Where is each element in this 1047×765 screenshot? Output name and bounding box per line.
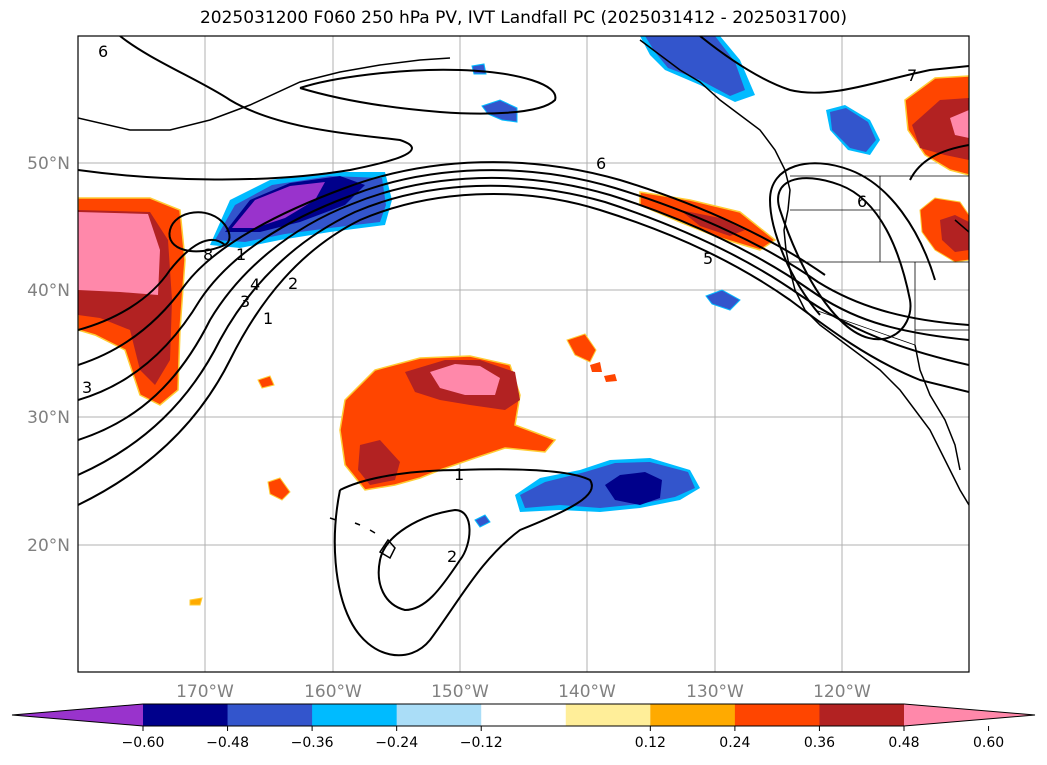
contour-label: 2 xyxy=(288,274,298,293)
colorbar-tick-label: 0.60 xyxy=(973,735,1004,751)
contour-label: 1 xyxy=(263,309,273,328)
lon-label-170w: 170°W xyxy=(176,682,234,702)
lon-label-160w: 160°W xyxy=(304,682,362,702)
contour-label: 3 xyxy=(82,378,92,397)
contour-label: 7 xyxy=(907,66,917,85)
colorbar-segment xyxy=(396,704,482,726)
colorbar-tick-label: −0.24 xyxy=(375,735,418,751)
colorbar-tick-label: −0.60 xyxy=(122,735,165,751)
lon-label-140w: 140°W xyxy=(558,682,616,702)
colorbar-extend-max xyxy=(904,704,1035,726)
contour-label: 4 xyxy=(250,275,260,294)
contour-label: 1 xyxy=(236,245,246,264)
shaded-regions xyxy=(78,36,969,606)
colorbar-tick-label: −0.48 xyxy=(206,735,249,751)
colorbar-extend-min xyxy=(12,704,143,726)
lat-axis-labels: 50°N 40°N 30°N 20°N xyxy=(27,154,70,556)
colorbar-tick-label: −0.12 xyxy=(460,735,503,751)
lat-label-50: 50°N xyxy=(27,154,70,174)
lat-label-30: 30°N xyxy=(27,408,70,428)
colorbar-segment xyxy=(819,704,905,726)
contour-label: 1 xyxy=(454,465,464,484)
lon-label-120w: 120°W xyxy=(813,682,871,702)
colorbar-tick-label: 0.12 xyxy=(635,735,666,751)
colorbar-segment xyxy=(481,704,567,726)
pv-contours xyxy=(78,36,969,657)
colorbar-tick-label: 0.48 xyxy=(888,735,919,751)
colorbar-segment xyxy=(143,704,229,726)
contour-label: 2 xyxy=(447,547,457,566)
contour-label: 8 xyxy=(203,245,213,264)
contour-label: 6 xyxy=(857,192,867,211)
contour-label: 6 xyxy=(98,42,108,61)
map-title: 2025031200 F060 250 hPa PV, IVT Landfall… xyxy=(199,8,847,28)
contour-label: 3 xyxy=(240,292,250,311)
colorbar-tick-label: 0.36 xyxy=(804,735,835,751)
colorbar-segment xyxy=(565,704,651,726)
colorbar-segment xyxy=(734,704,820,726)
lon-label-130w: 130°W xyxy=(686,682,744,702)
contour-label: 6 xyxy=(596,154,606,173)
colorbar-tick-label: 0.24 xyxy=(719,735,750,751)
colorbar: −0.60 −0.48 −0.36 −0.24 −0.12 0.12 0.24 0.36 0.4… xyxy=(11,703,1036,751)
contour-label: 5 xyxy=(703,249,713,268)
pv-contour-labels: 6 6 7 6 5 1 2 3 4 8 1 3 1 2 xyxy=(82,42,917,566)
colorbar-segment xyxy=(312,704,398,726)
lon-axis-labels: 170°W 160°W 150°W 140°W 130°W 120°W xyxy=(176,682,871,702)
colorbar-segment xyxy=(650,704,736,726)
lon-label-150w: 150°W xyxy=(431,682,489,702)
map-frame xyxy=(77,35,970,673)
lat-label-20: 20°N xyxy=(27,536,70,556)
map-area: 6 6 7 6 5 1 2 3 4 8 1 3 1 2 xyxy=(78,36,969,672)
lat-label-40: 40°N xyxy=(27,281,70,301)
colorbar-tick-label: −0.36 xyxy=(291,735,334,751)
colorbar-segment xyxy=(227,704,313,726)
